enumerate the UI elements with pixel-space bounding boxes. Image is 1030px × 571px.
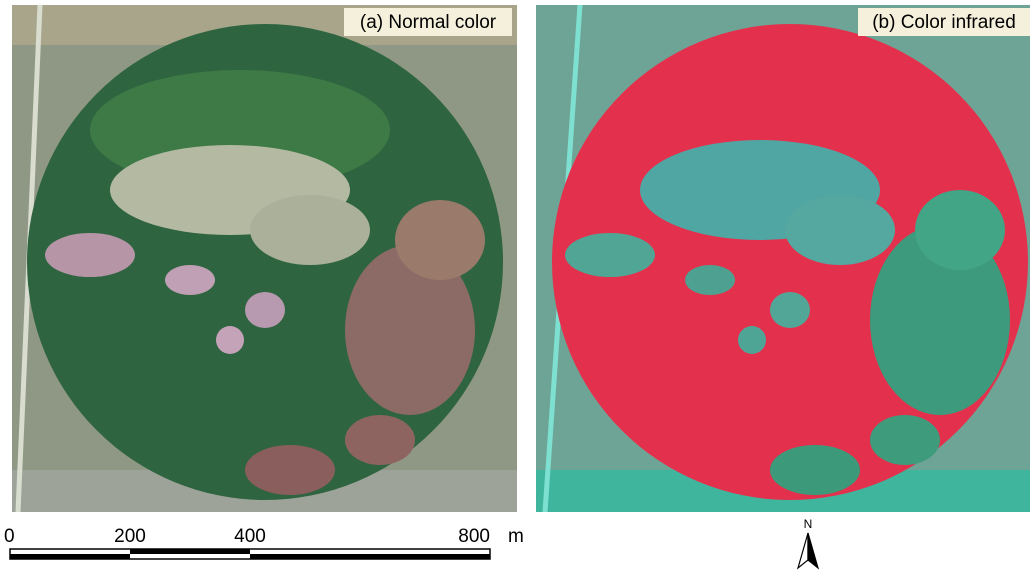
north-arrow xyxy=(798,533,808,568)
scale-bar: 0 200 400 800 xyxy=(4,526,490,559)
color-infrared-image xyxy=(536,5,1030,512)
scale-bar-segment xyxy=(130,549,250,554)
scale-tick-label: 800 xyxy=(458,526,490,547)
figure: (a) Normal color (b) Color infrared 0 200… xyxy=(0,0,1030,571)
north-label: N xyxy=(804,517,813,531)
scale-tick-label: 200 xyxy=(114,526,146,547)
panel-label: (a) Normal color xyxy=(360,12,497,33)
scale-tick-label: 400 xyxy=(234,526,266,547)
scale-bar-segment xyxy=(250,554,490,559)
normal-color-image xyxy=(12,5,517,512)
north-arrow xyxy=(808,533,818,568)
panel-label: (b) Color infrared xyxy=(872,12,1016,33)
scale-bar-segment xyxy=(10,554,130,559)
scale-tick-label: 0 xyxy=(4,526,15,547)
scale-unit: m xyxy=(508,526,524,547)
